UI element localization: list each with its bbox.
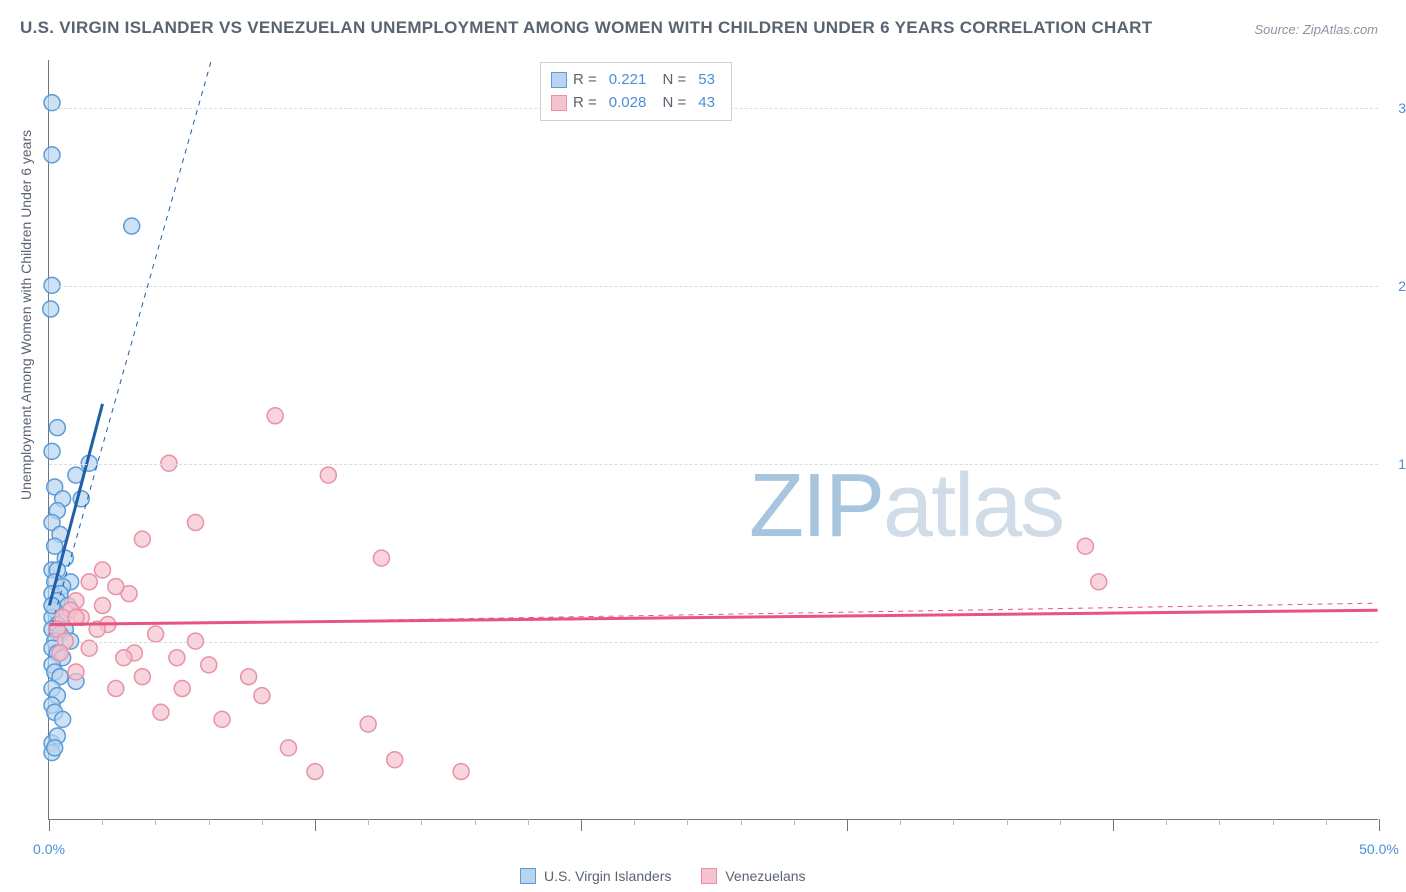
data-point <box>108 681 124 697</box>
data-point <box>52 645 68 661</box>
x-tick-minor <box>102 819 103 825</box>
x-tick-major <box>1379 819 1380 831</box>
x-tick-minor <box>1007 819 1008 825</box>
x-tick-minor <box>421 819 422 825</box>
y-tick-label: 30.0% <box>1383 100 1406 116</box>
data-point <box>360 716 376 732</box>
x-tick-label: 0.0% <box>33 841 65 857</box>
legend-item: Venezuelans <box>701 868 805 884</box>
data-point <box>307 764 323 780</box>
series-legend: U.S. Virgin Islanders Venezuelans <box>520 868 806 884</box>
x-tick-major <box>1113 819 1114 831</box>
legend-r-label: R = <box>573 92 597 115</box>
y-tick-label: 22.5% <box>1383 278 1406 294</box>
data-point <box>201 657 217 673</box>
trend-line <box>49 610 1377 624</box>
data-point <box>387 752 403 768</box>
data-point <box>320 467 336 483</box>
data-point <box>267 408 283 424</box>
legend-item: U.S. Virgin Islanders <box>520 868 671 884</box>
y-axis-label: Unemployment Among Women with Children U… <box>18 130 34 500</box>
legend-row: R = 0.221 N = 53 <box>551 69 721 92</box>
legend-n-value: 43 <box>698 92 715 115</box>
plot-svg <box>49 60 1378 819</box>
data-point <box>95 562 111 578</box>
legend-swatch <box>551 95 567 111</box>
legend-row: R = 0.028 N = 43 <box>551 92 721 115</box>
source-label: Source: ZipAtlas.com <box>1254 22 1378 37</box>
data-point <box>254 688 270 704</box>
data-point <box>124 218 140 234</box>
data-point <box>174 681 190 697</box>
data-point <box>134 531 150 547</box>
x-tick-major <box>847 819 848 831</box>
legend-series-label: Venezuelans <box>725 868 805 884</box>
data-point <box>55 711 71 727</box>
x-tick-minor <box>900 819 901 825</box>
plot-area: ZIPatlas 7.5%15.0%22.5%30.0%0.0%50.0% <box>48 60 1378 820</box>
data-point <box>108 579 124 595</box>
x-tick-minor <box>1273 819 1274 825</box>
data-point <box>169 650 185 666</box>
x-tick-minor <box>634 819 635 825</box>
data-point <box>116 650 132 666</box>
legend-swatch <box>520 868 536 884</box>
data-point <box>134 669 150 685</box>
x-tick-minor <box>1219 819 1220 825</box>
data-point <box>44 147 60 163</box>
y-tick-label: 15.0% <box>1383 456 1406 472</box>
x-tick-minor <box>741 819 742 825</box>
y-tick-label: 7.5% <box>1383 634 1406 650</box>
x-tick-major <box>581 819 582 831</box>
data-point <box>68 664 84 680</box>
data-point <box>148 626 164 642</box>
data-point <box>241 669 257 685</box>
x-tick-minor <box>953 819 954 825</box>
data-point <box>43 301 59 317</box>
legend-swatch <box>701 868 717 884</box>
x-tick-minor <box>368 819 369 825</box>
x-tick-major <box>315 819 316 831</box>
data-point <box>280 740 296 756</box>
data-point <box>44 443 60 459</box>
gridline <box>49 286 1378 287</box>
data-point <box>1091 574 1107 590</box>
x-tick-major <box>49 819 50 831</box>
data-point <box>187 515 203 531</box>
x-tick-minor <box>794 819 795 825</box>
data-point <box>373 550 389 566</box>
x-tick-minor <box>528 819 529 825</box>
gridline <box>49 642 1378 643</box>
x-tick-minor <box>1326 819 1327 825</box>
x-tick-minor <box>475 819 476 825</box>
legend-r-value: 0.028 <box>609 92 647 115</box>
legend-swatch <box>551 72 567 88</box>
legend-series-label: U.S. Virgin Islanders <box>544 868 671 884</box>
correlation-legend: R = 0.221 N = 53 R = 0.028 N = 43 <box>540 62 732 121</box>
data-point <box>153 704 169 720</box>
x-tick-minor <box>1060 819 1061 825</box>
x-tick-minor <box>155 819 156 825</box>
legend-r-value: 0.221 <box>609 69 647 92</box>
data-point <box>47 740 63 756</box>
chart-title: U.S. VIRGIN ISLANDER VS VENEZUELAN UNEMP… <box>20 18 1152 38</box>
data-point <box>81 574 97 590</box>
data-point <box>49 420 65 436</box>
data-point <box>1077 538 1093 554</box>
data-point <box>95 598 111 614</box>
data-point <box>453 764 469 780</box>
x-tick-minor <box>209 819 210 825</box>
legend-n-label: N = <box>658 69 686 92</box>
x-tick-minor <box>262 819 263 825</box>
legend-n-label: N = <box>658 92 686 115</box>
trend-line-dash <box>49 60 211 634</box>
x-tick-label: 50.0% <box>1359 841 1399 857</box>
x-tick-minor <box>687 819 688 825</box>
data-point <box>214 711 230 727</box>
x-tick-minor <box>1166 819 1167 825</box>
gridline <box>49 464 1378 465</box>
legend-n-value: 53 <box>698 69 715 92</box>
legend-r-label: R = <box>573 69 597 92</box>
